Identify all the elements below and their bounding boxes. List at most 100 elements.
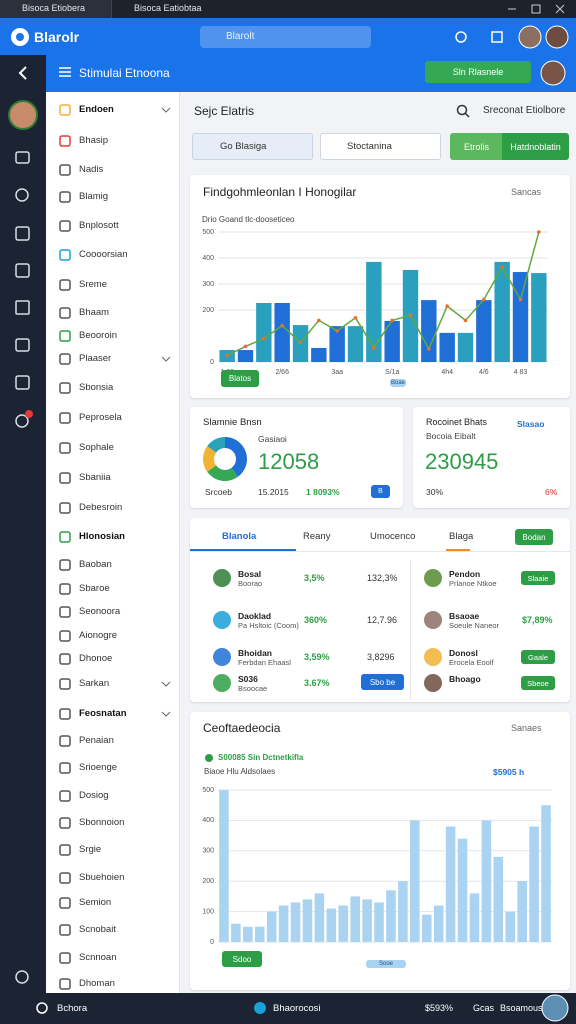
footer-text[interactable]: Bchora [57,1003,88,1014]
sidebar-item[interactable]: Sbonnoion [79,817,125,828]
item-icon [59,279,71,291]
sidebar-item[interactable]: Beooroin [79,330,118,341]
row-name[interactable]: S036 [238,674,258,684]
row-name[interactable]: Bosal [238,569,262,579]
back-icon [18,66,27,80]
sidebar-item[interactable]: Srioenge [79,762,118,773]
sidebar-item[interactable]: Dhonoe [79,653,113,664]
chart-menu[interactable]: Sanaes [511,723,542,733]
sidebar-item[interactable]: Sbonsia [79,382,114,393]
legend-dot [205,754,213,762]
tab-button[interactable]: Bodan [515,529,553,545]
chart-badge[interactable]: Boae [390,379,406,387]
chart-button[interactable]: Sdoo [222,951,262,967]
tab[interactable]: Umocenco [370,531,416,542]
action-button[interactable]: Hatdnoblatin [502,133,569,160]
rail-icons [8,66,38,984]
sidebar-item[interactable]: Blamig [79,191,109,202]
tab-title[interactable]: Bisoca Etiobera [22,3,86,13]
sidebar-item[interactable]: Bhaam [79,307,110,318]
sidebar-item[interactable]: Hlonosian [79,531,125,542]
sidebar-item[interactable]: Coooorsian [79,249,128,260]
filter-box[interactable] [192,133,313,160]
sidebar-item[interactable]: Penaian [79,735,114,746]
chart-button[interactable]: Blatos [221,370,259,387]
sidebar-item[interactable]: Plaaser [79,353,112,364]
row-name[interactable]: Bhoago [449,674,481,684]
search-box[interactable] [200,26,371,48]
y-tick-label: 400 [202,255,214,262]
sidebar-item[interactable]: Sarkan [79,678,110,689]
row-button[interactable]: Sbeoe [521,676,555,690]
row-button[interactable]: Slaaie [521,571,555,585]
sidebar-item[interactable]: Sbuehoien [79,872,125,883]
tab[interactable]: Blaga [449,531,474,542]
bar [457,332,474,362]
bar [243,926,253,942]
sidebar-item[interactable]: Endoen [79,104,114,115]
sidebar-item[interactable]: Sophale [79,442,114,453]
row-name[interactable]: Bhoidan [238,648,272,658]
chart-menu[interactable]: Sancas [511,187,542,197]
footer-icon [36,1002,48,1014]
footer-text[interactable]: Bhaorocosi [273,1003,321,1014]
item-icon [59,531,71,543]
sidebar-item[interactable]: Srgie [79,844,102,855]
line-marker [427,347,431,351]
item-icon [59,952,71,964]
sidebar-item[interactable]: Scnobait [79,924,116,935]
sidebar-item[interactable]: Semion [79,897,112,908]
bar [237,350,254,362]
stat-button[interactable]: B [371,485,390,498]
list-card [190,518,570,702]
tab[interactable]: Reany [303,531,331,542]
filter-text: Go Blasiga [220,141,267,152]
sidebar-item[interactable]: Aionogre [79,630,118,641]
sidebar-item[interactable]: Dosiog [79,790,109,801]
sidebar-item[interactable]: Bnplosott [79,220,119,231]
item-icon [59,135,71,147]
row-button[interactable]: Gaale [521,650,555,664]
sidebar-item[interactable]: Seonoora [79,606,121,617]
sidebar-item[interactable]: Scnnoan [79,952,117,963]
bar [505,911,516,942]
sidebar-item[interactable]: Bhasip [79,135,109,146]
line-marker [518,297,523,302]
line-marker [317,318,321,323]
sidebar-item[interactable]: Sbaniia [79,472,111,483]
bar [493,856,504,942]
row-name[interactable]: Bsaoae [449,611,480,621]
filter-select[interactable] [320,133,441,160]
row-sub: Bsoocae [238,684,268,693]
bar [476,300,492,362]
sidebar-item[interactable]: Nadis [79,164,104,175]
tab-title[interactable]: Bisoca Eatiobtaa [134,3,202,13]
row-pct: 3,59% [304,652,330,662]
action-button[interactable]: Etrolis [450,133,503,160]
row-button[interactable]: Sbo be [361,674,404,690]
row-name[interactable]: Daoklad [238,611,272,621]
tab[interactable]: Blanola [222,531,257,542]
row-name[interactable]: Donosl [449,648,478,658]
sidebar-item[interactable]: Sbaroe [79,583,110,594]
row-name[interactable]: Pendon [449,569,481,579]
y-tick-label: 0 [210,939,214,946]
search-text[interactable]: Blarolt [226,31,255,42]
donut-segment [225,437,247,477]
sidebar-item[interactable]: Debesroin [79,502,123,513]
bar [386,890,396,942]
primary-button[interactable]: Sln Rlasnele [425,61,531,83]
chevron [161,356,171,362]
sidebar-item[interactable]: Baoban [79,559,112,570]
sidebar-item[interactable]: Sreme [79,279,107,290]
bar [329,326,345,362]
item-icon [59,653,71,665]
sidebar-item[interactable]: Feosnatan [79,708,127,719]
x-tick-label: 4 83 [514,369,528,376]
sidebar-icons [59,104,171,990]
chart-badge[interactable]: Sooe [366,960,406,968]
stat-link[interactable]: Slasao [517,419,545,429]
page-title: Stimulai Etnoona [79,66,170,80]
sidebar-item[interactable]: Dhoman [79,978,115,989]
sidebar-item[interactable]: Peprosela [79,412,122,423]
